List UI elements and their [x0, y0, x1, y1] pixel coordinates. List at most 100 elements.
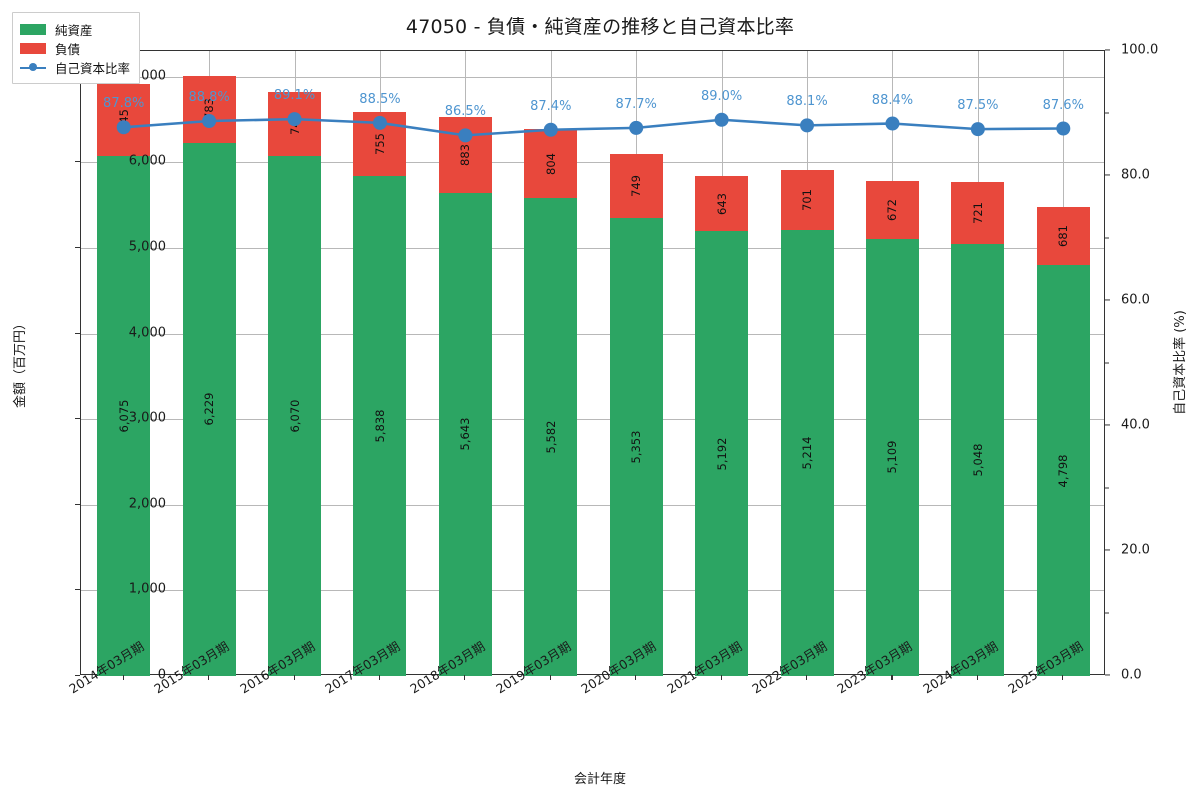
- equity-ratio-marker: [970, 122, 985, 137]
- y2-axis-minor-tick: [1105, 612, 1109, 613]
- legend-item-equity-ratio[interactable]: 自己資本比率: [20, 58, 130, 76]
- y2-axis-tick-label: 40.0: [1121, 417, 1150, 433]
- y-axis-tick-label: 5,000: [128, 239, 166, 255]
- legend-line-equity-ratio: [20, 62, 46, 73]
- bar-segment-equity: 5,838: [353, 176, 407, 676]
- gridline-horizontal: [81, 504, 1104, 506]
- bar-segment-equity: 4,798: [1036, 265, 1090, 676]
- gridline-horizontal: [81, 162, 1104, 164]
- bar-segment-equity: 5,109: [865, 238, 919, 676]
- legend-label-liabilities: 負債: [55, 41, 81, 57]
- y-axis-tick-label: 3,000: [128, 410, 166, 426]
- gridline-horizontal: [81, 76, 1104, 78]
- bar-segment-equity: 5,214: [780, 229, 834, 676]
- chart-legend: 純資産 負債 自己資本比率: [12, 12, 141, 84]
- bar-segment-equity: 6,075: [97, 155, 151, 676]
- y-axis-tick-mark: [75, 161, 80, 163]
- y2-axis-tick-mark: [1105, 424, 1110, 426]
- bar-segment-liabilities: 845: [97, 83, 151, 156]
- equity-ratio-value-label: 88.1%: [786, 94, 828, 110]
- equity-ratio-value-label: 87.6%: [1042, 97, 1084, 113]
- x-axis-tick-mark: [464, 675, 466, 680]
- equity-ratio-marker: [202, 114, 217, 128]
- y-axis-tick-mark: [75, 675, 80, 677]
- bar-segment-equity: 5,582: [524, 198, 578, 676]
- y-axis-tick-label: 6,000: [128, 153, 166, 169]
- y-axis-tick-mark: [75, 246, 80, 248]
- chart-title: 47050 - 負債・純資産の推移と自己資本比率: [405, 16, 795, 38]
- equity-ratio-value-label: 87.4%: [530, 98, 572, 114]
- legend-item-equity[interactable]: 純資産: [20, 20, 130, 38]
- equity-ratio-marker: [800, 118, 815, 133]
- y-axis-tick-label: 2,000: [128, 496, 166, 512]
- x-axis-tick-mark: [635, 675, 637, 680]
- legend-item-liabilities[interactable]: 負債: [20, 39, 130, 57]
- equity-ratio-value-label: 87.5%: [957, 98, 999, 114]
- y-axis-tick-mark: [75, 418, 80, 420]
- equity-ratio-marker: [458, 128, 473, 143]
- y2-axis-minor-tick: [1105, 362, 1109, 363]
- equity-ratio-marker: [372, 115, 387, 130]
- bar-segment-liabilities: 681: [1036, 206, 1090, 266]
- legend-swatch-equity: [20, 23, 46, 35]
- x-axis-tick-mark: [1062, 675, 1064, 680]
- y2-axis-tick-mark: [1105, 174, 1110, 176]
- gridline-horizontal: [81, 247, 1104, 249]
- y2-axis-tick-mark: [1105, 674, 1110, 676]
- y2-axis-title: 自己資本比率 (%): [1168, 50, 1188, 675]
- bar-segment-liabilities: 804: [524, 129, 578, 199]
- y-axis-tick-label: 1,000: [128, 581, 166, 597]
- equity-ratio-marker: [116, 120, 131, 135]
- y-axis-tick-mark: [75, 589, 80, 591]
- y2-axis-tick-label: 80.0: [1121, 167, 1150, 183]
- y-axis-title: 金額（百万円）: [8, 50, 28, 675]
- bar-segment-liabilities: 749: [609, 153, 663, 218]
- x-axis-tick-mark: [122, 675, 124, 680]
- bar-segment-equity: 6,070: [268, 156, 322, 676]
- y2-axis-tick-mark: [1105, 549, 1110, 551]
- gridline-horizontal: [81, 419, 1104, 421]
- x-axis-tick-mark: [378, 675, 381, 680]
- bar-segment-liabilities: 672: [865, 181, 919, 239]
- equity-ratio-value-label: 88.4%: [871, 92, 914, 108]
- y2-axis-tick-label: 0.0: [1121, 667, 1142, 683]
- x-axis-tick-mark: [720, 675, 722, 680]
- x-axis-tick-mark: [891, 675, 893, 680]
- y-axis-tick-mark: [75, 332, 80, 334]
- bar-segment-equity: 5,192: [695, 231, 749, 676]
- y-axis-tick-label: 0: [157, 667, 166, 683]
- y2-axis-title-text: 自己資本比率 (%): [1172, 310, 1188, 415]
- equity-ratio-marker: [1056, 121, 1071, 136]
- equity-ratio-marker: [885, 116, 900, 131]
- plot-area: 6,0758456,2297836,0707475,8387555,643883…: [80, 50, 1105, 676]
- ratio-line-layer: [116, 112, 1071, 143]
- equity-ratio-marker: [714, 112, 729, 127]
- equity-ratio-value-label: 89.1%: [273, 88, 316, 104]
- legend-swatch-liabilities: [20, 42, 46, 54]
- bar-segment-liabilities: 643: [695, 176, 749, 232]
- y2-axis-minor-tick: [1105, 112, 1109, 113]
- bar-segment-equity: 5,353: [609, 217, 663, 676]
- equity-ratio-value-label: 88.5%: [359, 91, 401, 107]
- x-axis-tick-mark: [549, 675, 551, 680]
- y2-axis-tick-label: 100.0: [1121, 42, 1159, 58]
- legend-label-equity-ratio: 自己資本比率: [55, 60, 131, 76]
- bar-segment-liabilities: 721: [951, 182, 1005, 244]
- y-axis-title-text: 金額（百万円）: [12, 316, 28, 409]
- gridline-horizontal: [81, 590, 1104, 592]
- x-axis-tick-mark: [208, 675, 210, 680]
- equity-ratio-value-label: 88.8%: [188, 90, 230, 105]
- bar-segment-liabilities: 701: [780, 169, 834, 230]
- bar-segment-equity: 5,643: [438, 192, 492, 676]
- gridline-horizontal: [81, 333, 1104, 335]
- equity-ratio-line: [123, 117, 1064, 137]
- ratio-labels-layer: 87.8% 88.8% 89.1% 88.5% 86.5% 87.4% 87.7% 89.0%…: [81, 51, 1104, 674]
- bar-segment-liabilities: 783: [182, 75, 236, 143]
- bar-segment-equity: 5,048: [951, 243, 1005, 676]
- x-axis-tick-mark: [806, 675, 808, 680]
- equity-ratio-value-label: 86.5%: [444, 104, 487, 120]
- equity-ratio-value-label: 89.0%: [700, 88, 743, 104]
- y2-axis-tick-label: 60.0: [1121, 292, 1150, 308]
- x-axis-title: 会計年度: [573, 772, 626, 787]
